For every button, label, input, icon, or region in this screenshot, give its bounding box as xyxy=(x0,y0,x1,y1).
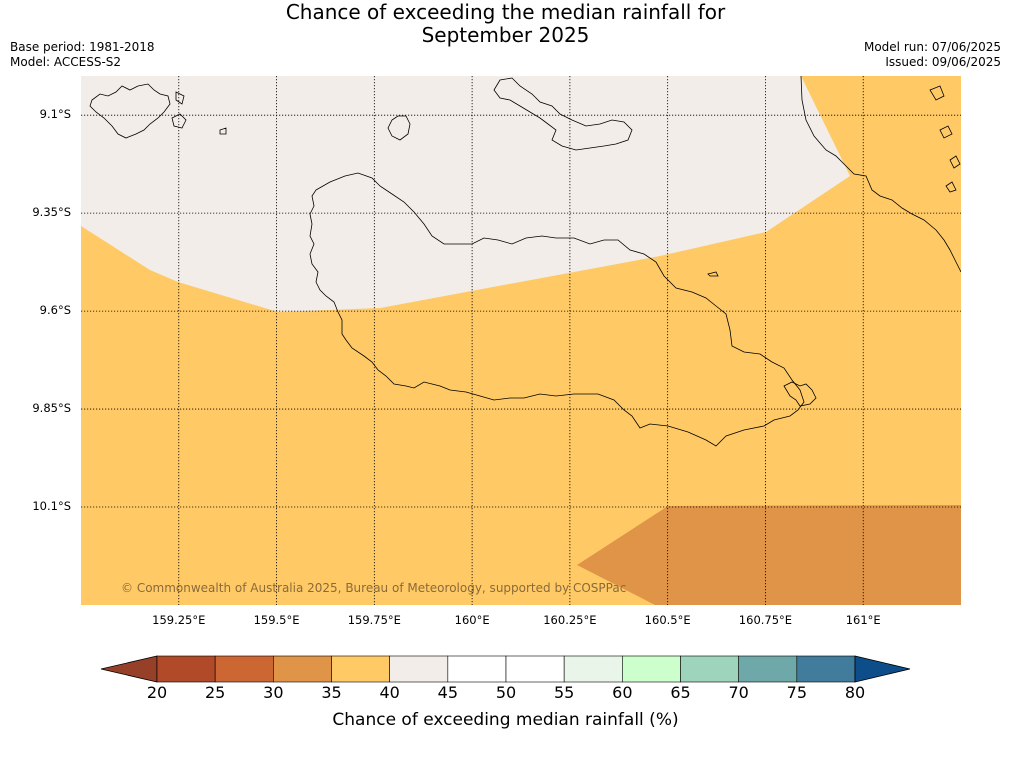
latitude-tick-label: 9.85°S xyxy=(32,401,71,416)
latitude-tick-label: 10.1°S xyxy=(32,499,71,514)
colorbar-tick-label: 20 xyxy=(146,683,168,702)
coastline-florida-islands xyxy=(493,77,633,151)
map-title-line-2: September 2025 xyxy=(421,23,590,47)
colorbar-tick-label: 55 xyxy=(553,683,575,702)
coastline-guadalcanal xyxy=(309,172,805,447)
map-area: © Commonwealth of Australia 2025, Bureau… xyxy=(81,76,961,605)
longitude-tick-label: 161°E xyxy=(845,613,881,627)
coastline-group xyxy=(89,76,961,447)
colorbar-tick-label: 40 xyxy=(379,683,400,702)
base-period-label: Base period: 1981-2018 xyxy=(10,40,155,54)
colorbar-swatch xyxy=(738,655,798,683)
colorbar-title: Chance of exceeding median rainfall (%) xyxy=(332,710,679,730)
colorbar-swatch xyxy=(447,655,507,683)
coastline-small-islet xyxy=(707,271,719,277)
coastline-russell-islands xyxy=(89,83,227,139)
colorbar xyxy=(100,655,911,683)
colorbar-over-arrow xyxy=(854,655,911,683)
region-30-35 xyxy=(577,505,961,605)
coastline-malaita xyxy=(800,76,961,273)
copyright-notice: © Commonwealth of Australia 2025, Bureau… xyxy=(121,581,626,595)
colorbar-tick-label: 35 xyxy=(321,683,342,702)
colorbar-tick-label: 50 xyxy=(495,683,517,702)
coastline-east-islet xyxy=(783,381,817,407)
longitude-tick-label: 160.5°E xyxy=(644,613,691,627)
model-label: Model: ACCESS-S2 xyxy=(10,55,122,69)
longitude-tick-label: 159.25°E xyxy=(152,613,206,627)
colorbar-tick-label: 25 xyxy=(204,683,226,702)
colorbar-swatch xyxy=(796,655,856,683)
colorbar-swatch xyxy=(331,655,390,683)
graticule xyxy=(81,76,961,605)
colorbar-swatch xyxy=(622,655,681,683)
colorbar-tick-label: 80 xyxy=(844,683,866,702)
region-40-45 xyxy=(81,76,850,312)
colorbar-under-arrow xyxy=(100,655,158,683)
longitude-tick-label: 160°E xyxy=(454,613,490,627)
issued-label: Issued: 09/06/2025 xyxy=(885,55,1001,69)
longitude-tick-label: 160.25°E xyxy=(543,613,597,627)
latitude-tick-label: 9.6°S xyxy=(39,303,71,318)
longitude-tick-label: 159.5°E xyxy=(253,613,300,627)
colorbar-tick-label: 70 xyxy=(728,683,749,702)
colorbar-swatch xyxy=(563,655,623,683)
model-run-label: Model run: 07/06/2025 xyxy=(863,40,1001,54)
colorbar-swatch xyxy=(680,655,739,683)
colorbar-swatch xyxy=(505,655,565,683)
colorbar-tick-label: 60 xyxy=(612,683,633,702)
coastline-savo xyxy=(387,115,411,141)
colorbar-swatch xyxy=(389,655,449,683)
colorbar-swatch xyxy=(214,655,274,683)
colorbar-tick-label: 65 xyxy=(670,683,691,702)
colorbar-tick-label: 75 xyxy=(786,683,808,702)
latitude-tick-label: 9.1°S xyxy=(39,107,71,122)
colorbar-swatch xyxy=(156,655,216,683)
longitude-tick-label: 159.75°E xyxy=(347,613,401,627)
longitude-tick-label: 160.75°E xyxy=(738,613,793,627)
latitude-tick-label: 9.35°S xyxy=(32,205,71,220)
colorbar-tick-label: 45 xyxy=(437,683,459,702)
colorbar-tick-label: 30 xyxy=(263,683,284,702)
map-title-line-1: Chance of exceeding the median rainfall … xyxy=(285,0,726,24)
colorbar-swatch xyxy=(273,655,332,683)
